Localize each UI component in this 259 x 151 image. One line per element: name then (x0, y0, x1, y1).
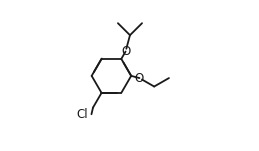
Text: O: O (121, 45, 130, 58)
Text: Cl: Cl (76, 108, 88, 121)
Text: O: O (135, 72, 144, 85)
